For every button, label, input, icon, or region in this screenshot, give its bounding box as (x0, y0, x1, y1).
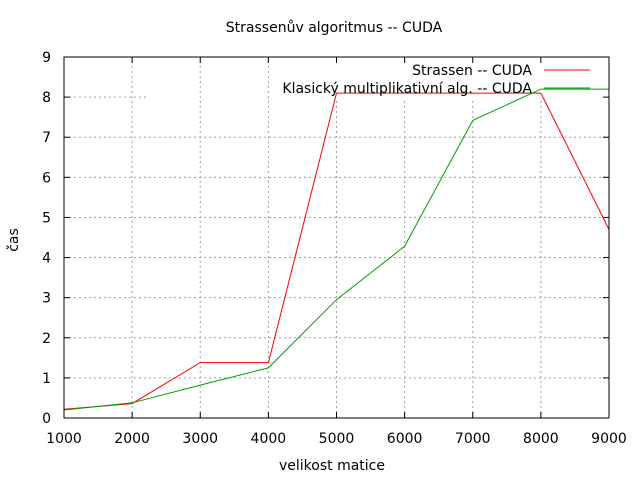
y-axis-label: čas (6, 228, 22, 252)
series-lines (63, 88, 610, 411)
legend-label: Klasický multiplikativní alg. -- CUDA (282, 81, 532, 97)
y-tick-label: 9 (42, 50, 51, 66)
y-tick-label: 7 (42, 130, 51, 146)
y-tick-label: 1 (42, 371, 51, 387)
y-tick-label: 2 (42, 331, 51, 347)
legend-label: Strassen -- CUDA (412, 63, 532, 79)
plot-frame (63, 56, 610, 419)
x-tick-label: 5000 (319, 431, 355, 447)
x-tick-label: 4000 (251, 431, 287, 447)
x-axis-label: velikost matice (279, 458, 385, 474)
x-tick-label: 8000 (523, 431, 559, 447)
series-line-2 (63, 88, 609, 411)
x-tick-label: 1000 (46, 431, 82, 447)
x-tick-label: 6000 (387, 431, 423, 447)
legend: Strassen -- CUDA Klasický multiplikativní… (282, 63, 590, 97)
y-tick-label: 5 (42, 210, 51, 226)
grid-lines (64, 57, 609, 418)
x-tick-label: 2000 (114, 431, 150, 447)
axis-ticks: 1000 2000 3000 4000 5000 6000 7000 8000 9000 0 1 2 3… (42, 50, 627, 447)
chart-title: Strassenův algoritmus -- CUDA (226, 20, 443, 36)
y-tick-label: 8 (42, 90, 51, 106)
y-tick-label: 6 (42, 170, 51, 186)
y-tick-label: 0 (42, 411, 51, 427)
series-line-1 (63, 92, 610, 410)
x-tick-label: 9000 (591, 431, 627, 447)
y-tick-label: 4 (42, 251, 51, 267)
x-tick-label: 7000 (455, 431, 491, 447)
x-tick-label: 3000 (182, 431, 218, 447)
y-tick-label: 3 (42, 291, 51, 307)
